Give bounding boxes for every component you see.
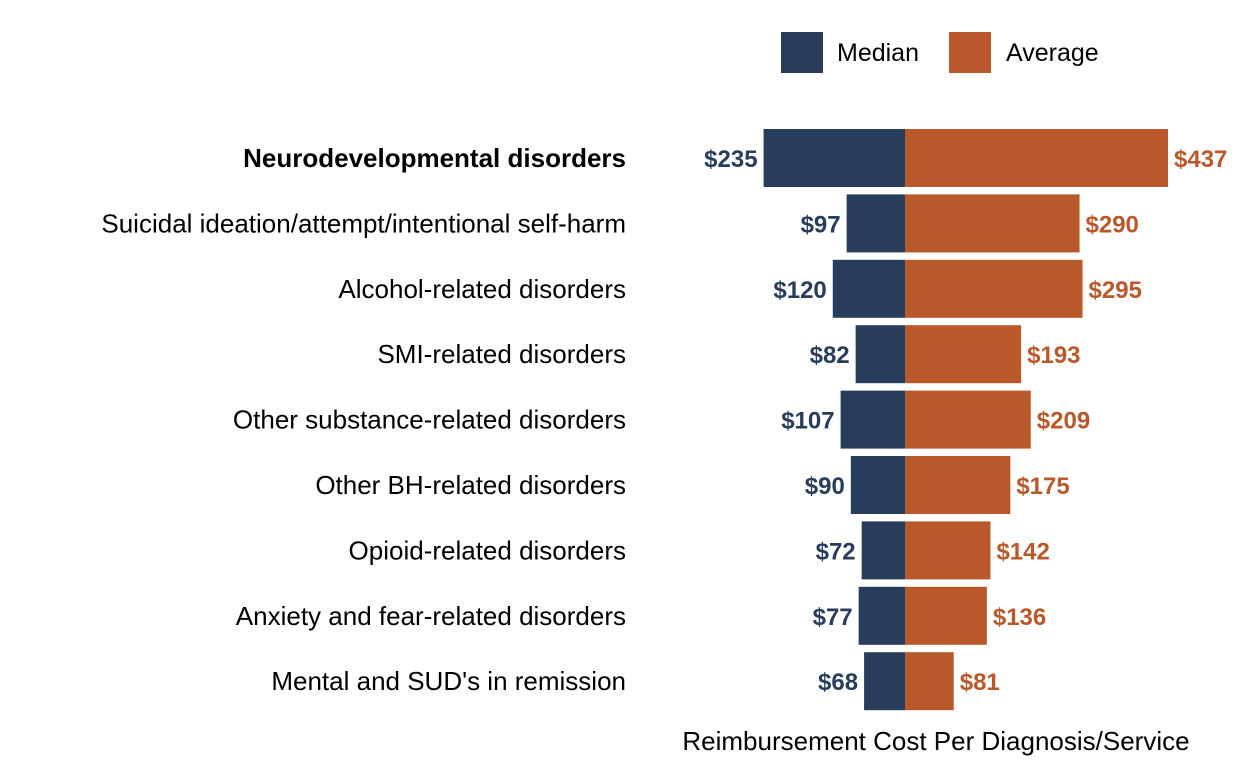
legend-swatch-median (781, 32, 823, 73)
median-bar-suicidal-ideation-attempt-intentional-self-harm (846, 194, 905, 253)
median-bar-smi-related-disorders (855, 325, 905, 384)
legend: Median Average (781, 32, 1099, 73)
average-bar-alcohol-related-disorders (905, 259, 1083, 318)
category-label-alcohol-related-disorders: Alcohol-related disorders (338, 274, 626, 304)
average-value-label-anxiety-and-fear-related-disorders: $136 (993, 604, 1046, 631)
category-label-smi-related-disorders: SMI-related disorders (377, 339, 626, 369)
average-value-label-alcohol-related-disorders: $295 (1089, 277, 1142, 304)
median-value-label-neurodevelopmental-disorders: $235 (704, 146, 757, 173)
median-bar-anxiety-and-fear-related-disorders (858, 586, 905, 645)
median-value-label-opioid-related-disorders: $72 (816, 538, 856, 565)
median-value-label-other-substance-related-disorders: $107 (781, 408, 834, 435)
category-labels: Neurodevelopmental disorders Suicidal ide… (101, 143, 626, 696)
median-value-label-mental-and-sud-s-in-remission: $68 (818, 669, 858, 696)
legend-label-average: Average (1006, 39, 1099, 67)
median-bar-other-bh-related-disorders (850, 456, 905, 514)
median-bar-neurodevelopmental-disorders (763, 129, 905, 187)
average-value-label-opioid-related-disorders: $142 (996, 538, 1049, 565)
median-bar-opioid-related-disorders (861, 521, 905, 580)
average-bar-anxiety-and-fear-related-disorders (905, 586, 987, 645)
x-axis-label: Reimbursement Cost Per Diagnosis/Service (682, 726, 1189, 756)
category-label-suicidal-ideation-attempt-intentional-self-harm: Suicidal ideation/attempt/intentional se… (101, 208, 626, 238)
median-bar-mental-and-sud-s-in-remission (864, 652, 905, 711)
average-value-label-mental-and-sud-s-in-remission: $81 (960, 669, 1000, 696)
average-bar-other-substance-related-disorders (905, 390, 1031, 449)
legend-label-median: Median (837, 39, 919, 67)
average-value-label-other-bh-related-disorders: $175 (1016, 473, 1069, 500)
category-label-mental-and-sud-s-in-remission: Mental and SUD's in remission (271, 666, 626, 696)
legend-swatch-average (949, 32, 991, 73)
category-label-other-bh-related-disorders: Other BH-related disorders (315, 470, 626, 500)
category-label-other-substance-related-disorders: Other substance-related disorders (233, 405, 626, 435)
bars (763, 129, 1168, 711)
average-bar-suicidal-ideation-attempt-intentional-self-harm (905, 194, 1080, 253)
average-bar-other-bh-related-disorders (905, 456, 1011, 514)
median-value-label-alcohol-related-disorders: $120 (773, 277, 826, 304)
value-labels: $235 $437 $97 $290 $120 $295 $82 $193 $107 $209 $9… (704, 146, 1227, 696)
median-bar-other-substance-related-disorders (840, 390, 905, 449)
average-bar-smi-related-disorders (905, 325, 1022, 384)
category-label-opioid-related-disorders: Opioid-related disorders (349, 535, 626, 565)
median-value-label-other-bh-related-disorders: $90 (805, 473, 845, 500)
category-label-neurodevelopmental-disorders: Neurodevelopmental disorders (243, 143, 626, 173)
median-value-label-smi-related-disorders: $82 (810, 342, 850, 369)
average-bar-mental-and-sud-s-in-remission (905, 652, 954, 711)
average-value-label-neurodevelopmental-disorders: $437 (1174, 146, 1227, 173)
median-bar-alcohol-related-disorders (832, 259, 905, 318)
average-bar-opioid-related-disorders (905, 521, 991, 580)
average-bar-neurodevelopmental-disorders (905, 129, 1168, 187)
average-value-label-other-substance-related-disorders: $209 (1037, 408, 1090, 435)
median-value-label-suicidal-ideation-attempt-intentional-self-harm: $97 (801, 211, 841, 238)
median-value-label-anxiety-and-fear-related-disorders: $77 (813, 604, 853, 631)
average-value-label-smi-related-disorders: $193 (1027, 342, 1080, 369)
average-value-label-suicidal-ideation-attempt-intentional-self-harm: $290 (1086, 211, 1139, 238)
category-label-anxiety-and-fear-related-disorders: Anxiety and fear-related disorders (236, 601, 626, 631)
